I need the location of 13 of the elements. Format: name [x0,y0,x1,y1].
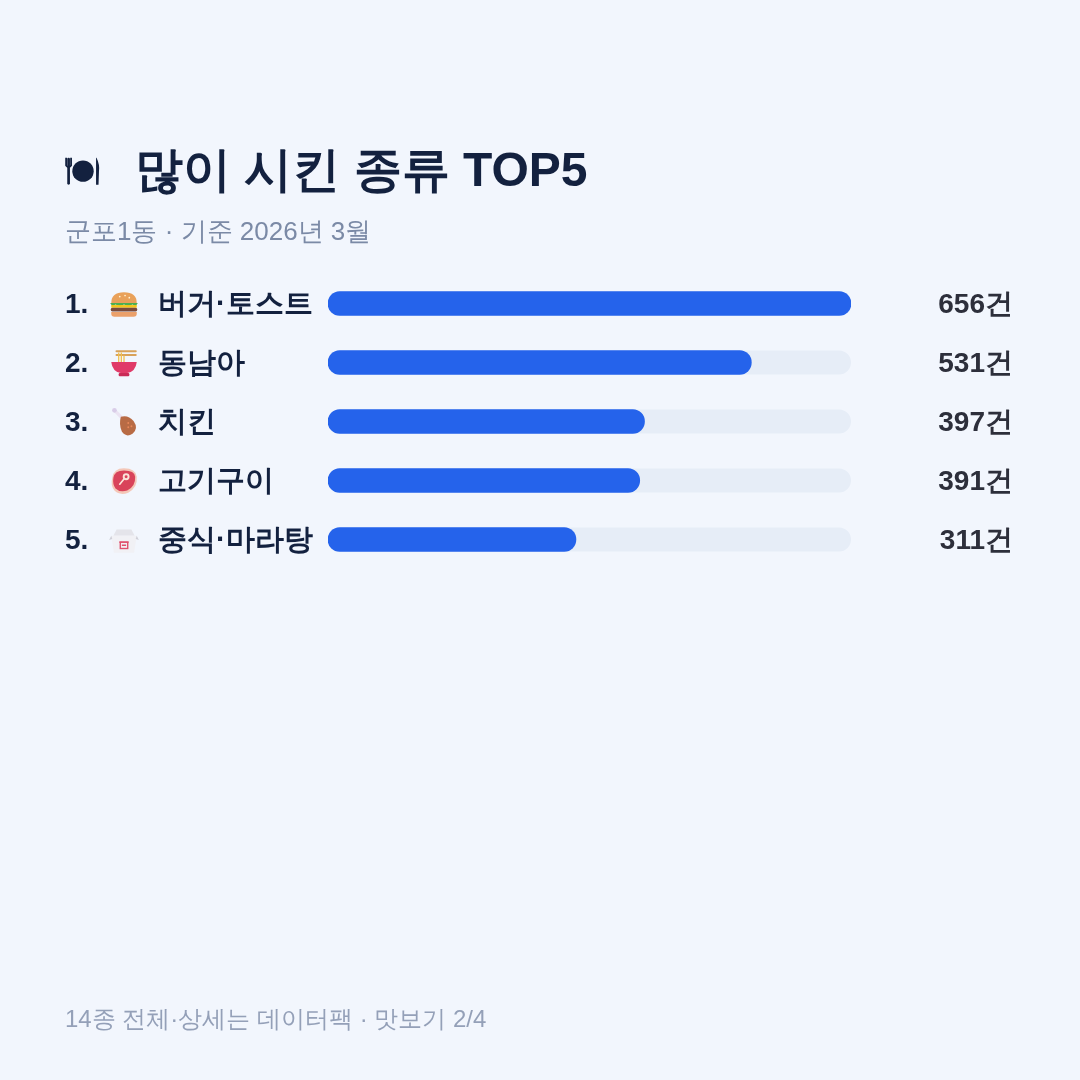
category-label: 3. 치킨 [65,404,216,438]
data-label: 311건 [939,524,1013,556]
data-label: 531건 [938,347,1013,379]
text: 14종 전체·상세는 데이터팩 · 맛보기 2/4 [65,1005,487,1032]
category-label: 2. 동남아 [65,345,245,379]
data-label: 397건 [938,406,1013,438]
category-label: 4. 고기구이 [65,463,274,497]
data-label: 391건 [938,465,1013,497]
data-label: 656건 [938,288,1013,320]
category-label: 1. 버거·토스트 [65,286,313,320]
category-label: 5. 중식·마라탕 [65,522,313,556]
chart-subtitle: 군포1동 · 기준 2026년 3월 [65,216,372,246]
chart-title: 많이 시킨 종류 TOP5 [135,143,588,196]
